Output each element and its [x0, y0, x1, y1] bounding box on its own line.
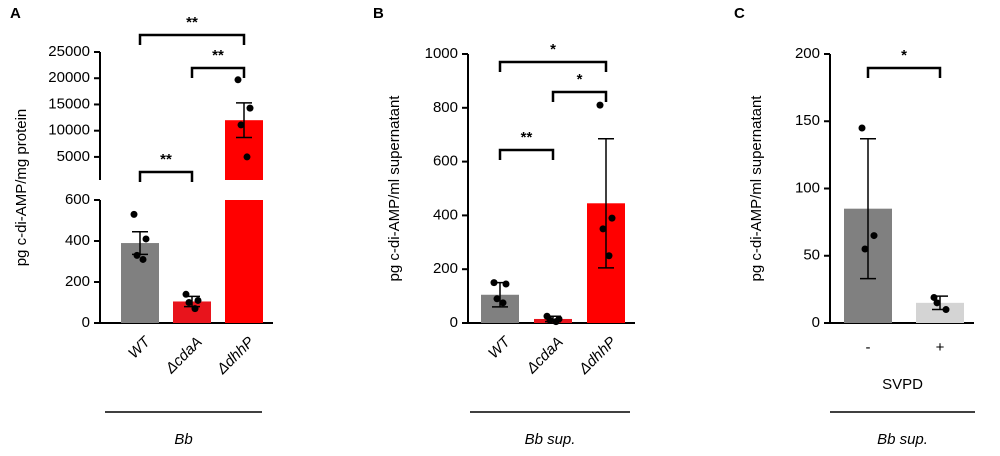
data-point [858, 124, 866, 132]
y-tick-label: 5000 [57, 148, 90, 165]
data-point [194, 296, 202, 304]
data-point [133, 251, 141, 259]
data-point [546, 316, 554, 324]
error-bar [236, 102, 252, 139]
data-point [499, 299, 507, 307]
significance-bracket [551, 90, 608, 102]
significance-bracket [138, 33, 246, 45]
x-axis-label: SVPD [882, 376, 923, 393]
bar [916, 302, 964, 323]
data-point [185, 299, 193, 306]
significance-label: ** [521, 129, 533, 146]
data-point [243, 153, 251, 161]
x-tick-label: - [866, 339, 871, 356]
y-tick-label: 600 [433, 153, 458, 170]
y-tick-label: 200 [65, 273, 90, 290]
group-label: Bb sup. [877, 431, 928, 448]
data-point [142, 235, 150, 243]
bar [173, 301, 211, 323]
significance-label: ** [212, 47, 224, 64]
data-point [493, 295, 501, 303]
data-point [191, 305, 199, 313]
bar [225, 200, 263, 323]
significance-label: * [901, 47, 907, 64]
y-tick-label: 600 [65, 191, 90, 208]
data-point [182, 290, 190, 298]
y-axis-label: pg c-di-AMP/ml supernatant [386, 95, 403, 282]
significance-label: ** [186, 14, 198, 31]
data-point [502, 280, 510, 288]
x-tick-label: WT [125, 332, 155, 362]
y-tick-label: 50 [803, 247, 820, 264]
x-tick-label: + [936, 339, 945, 356]
y-axis-label: pg c-di-AMP/mg protein [13, 109, 30, 267]
y-tick-label: 0 [812, 314, 820, 331]
data-point [139, 255, 147, 263]
y-tick-label: 400 [65, 232, 90, 249]
significance-bracket [498, 148, 555, 160]
y-tick-label: 100 [795, 179, 820, 196]
significance-label: * [577, 71, 583, 88]
data-point [237, 121, 245, 129]
y-tick-label: 1000 [425, 45, 458, 62]
significance-bracket [866, 66, 942, 78]
y-tick-label: 20000 [48, 69, 90, 86]
data-point [599, 225, 607, 233]
data-point [246, 104, 254, 112]
error-bar [860, 137, 876, 280]
x-tick-label: ΔdhhP [575, 334, 620, 379]
significance-bracket [138, 170, 194, 182]
significance-label: ** [160, 151, 172, 168]
significance-label: * [550, 41, 556, 58]
panel-letter: C [734, 5, 745, 22]
x-tick-label: WT [485, 332, 515, 362]
x-tick-label: ΔdhhP [213, 334, 258, 379]
y-tick-label: 150 [795, 112, 820, 129]
data-point [870, 232, 878, 240]
data-point [605, 252, 613, 260]
y-tick-label: 10000 [48, 122, 90, 139]
y-tick-label: 0 [82, 314, 90, 331]
y-tick-label: 0 [450, 314, 458, 331]
y-tick-label: 400 [433, 206, 458, 223]
panel-letter: A [10, 5, 21, 22]
y-tick-label: 200 [795, 45, 820, 62]
panel-letter: B [373, 5, 384, 22]
y-tick-label: 200 [433, 260, 458, 277]
group-label: Bb sup. [525, 431, 576, 448]
data-point [130, 210, 138, 218]
data-point [933, 299, 941, 307]
data-point [234, 76, 242, 84]
y-tick-label: 800 [433, 99, 458, 116]
data-point [552, 318, 560, 326]
data-point [490, 279, 498, 287]
y-axis-label: pg c-di-AMP/ml supernatant [748, 95, 765, 282]
y-tick-label: 15000 [48, 95, 90, 112]
y-tick-label: 25000 [48, 43, 90, 60]
significance-bracket [498, 60, 608, 72]
significance-bracket [190, 66, 246, 78]
x-tick-label: ΔcdaA [162, 334, 206, 378]
data-point [942, 306, 950, 314]
group-label: Bb [174, 431, 192, 448]
data-point [608, 214, 616, 222]
error-bar [598, 137, 614, 269]
data-point [596, 101, 604, 109]
data-point [861, 245, 869, 253]
x-tick-label: ΔcdaA [523, 334, 567, 378]
data-point [930, 293, 938, 301]
